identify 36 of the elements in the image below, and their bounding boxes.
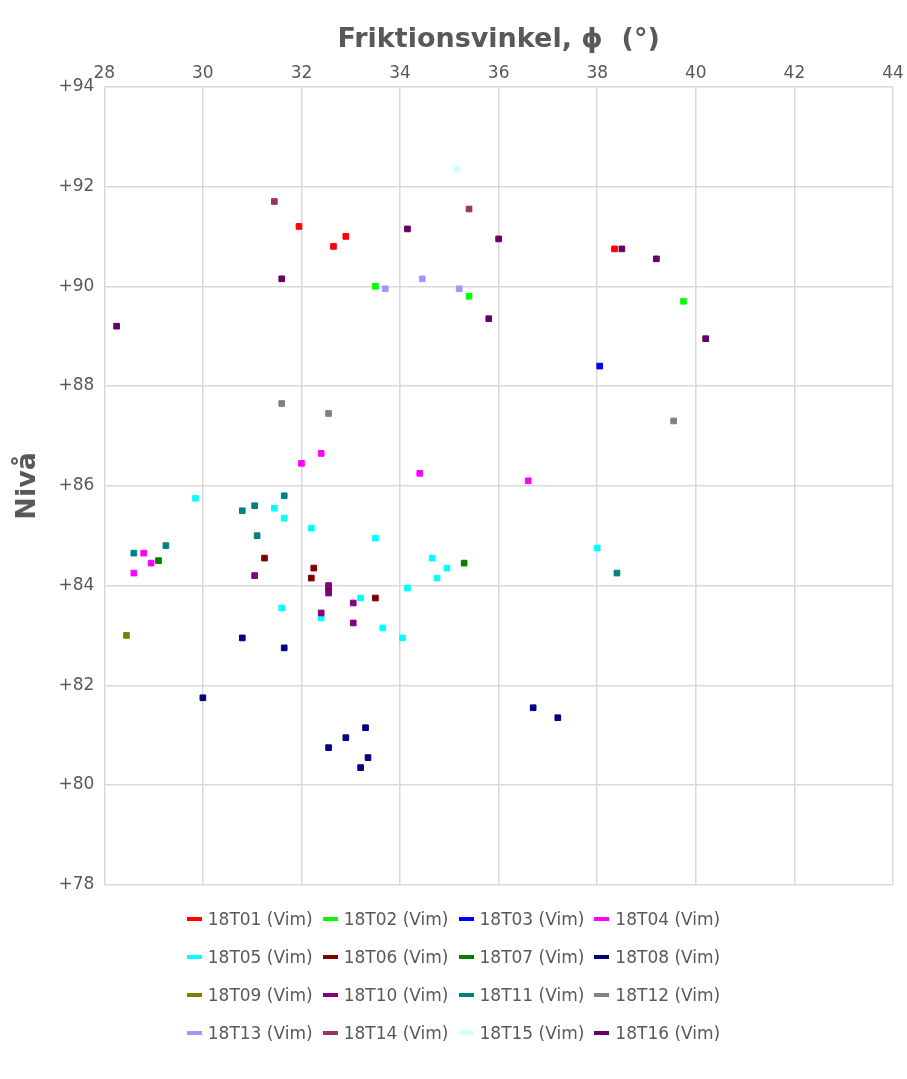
legend-label: 18T03 (Vim): [479, 909, 585, 929]
x-tick-label: 38: [586, 62, 609, 83]
x-tick-label: 32: [290, 62, 313, 83]
y-tick-label: +88: [58, 374, 95, 395]
y-tick-label: +86: [58, 474, 95, 495]
legend-label: 18T16 (Vim): [615, 1023, 721, 1043]
legend-label: 18T14 (Vim): [343, 1023, 449, 1043]
y-axis-title: Nivå: [10, 451, 42, 520]
x-tick-label: 36: [487, 62, 510, 83]
x-tick-label: 34: [389, 62, 411, 83]
legend-label: 18T09 (Vim): [207, 985, 313, 1005]
legend-label: 18T15 (Vim): [479, 1023, 585, 1043]
x-tick-label: 28: [93, 62, 116, 83]
y-tick-label: +92: [58, 174, 95, 195]
legend-label: 18T12 (Vim): [615, 985, 721, 1005]
legend-label: 18T10 (Vim): [343, 985, 449, 1005]
y-tick-label: +90: [58, 274, 95, 295]
y-tick-label: +78: [58, 873, 95, 894]
x-tick-label: 30: [192, 62, 214, 83]
legend-label: 18T04 (Vim): [615, 909, 721, 929]
legend-label: 18T07 (Vim): [479, 947, 585, 967]
legend-label: 18T05 (Vim): [207, 947, 313, 967]
y-tick-label: +80: [58, 773, 95, 794]
legend-label: 18T01 (Vim): [207, 909, 313, 929]
legend-label: 18T02 (Vim): [343, 909, 449, 929]
x-tick-label: 40: [685, 62, 707, 83]
x-tick-label: 44: [882, 62, 904, 83]
y-tick-label: +82: [58, 673, 95, 694]
legend-label: 18T11 (Vim): [479, 985, 585, 1005]
y-tick-label: +84: [58, 573, 95, 594]
x-tick-label: 42: [783, 62, 806, 83]
legend-label: 18T13 (Vim): [207, 1023, 313, 1043]
legend-label: 18T08 (Vim): [615, 947, 721, 967]
y-tick-label: +94: [58, 75, 95, 96]
x-axis-title: Friktionsvinkel, ϕ (°): [337, 22, 660, 54]
legend-label: 18T06 (Vim): [343, 947, 449, 967]
